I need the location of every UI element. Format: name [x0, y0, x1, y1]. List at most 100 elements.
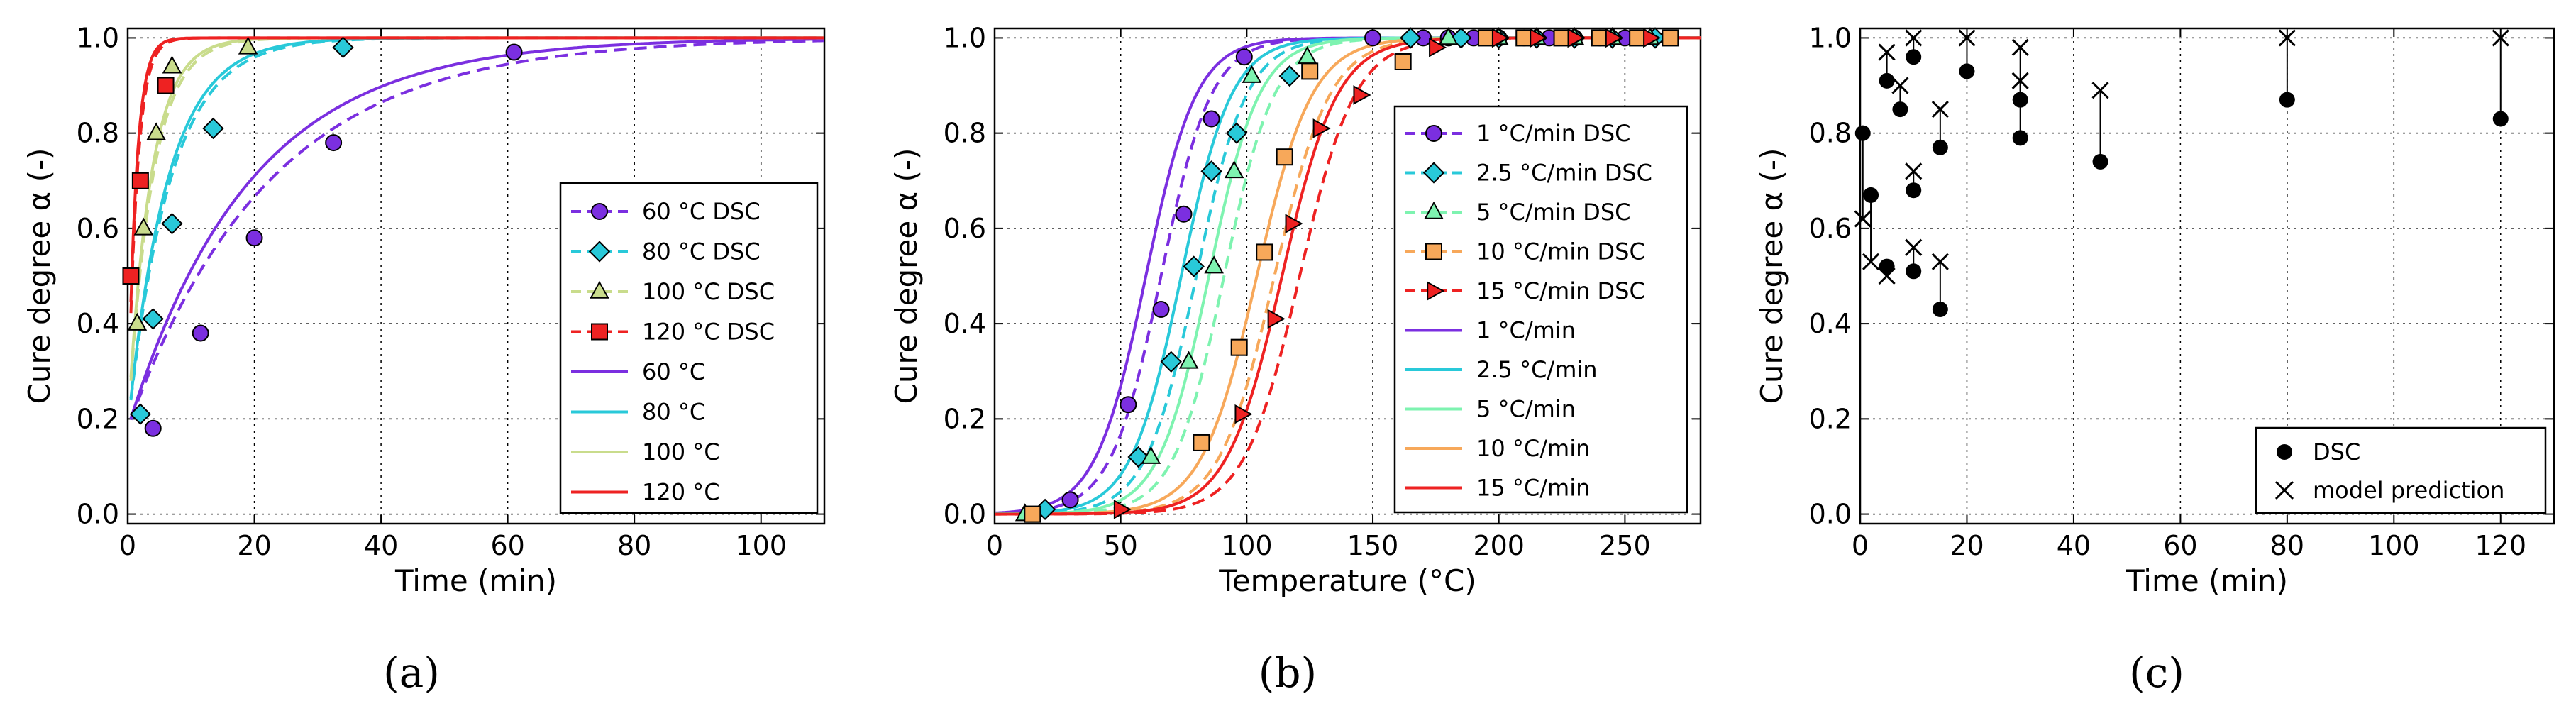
data-point: [1204, 255, 1224, 274]
data-point: [1530, 28, 1548, 48]
y-tick-label: 0.4: [77, 308, 119, 339]
data-point: [1605, 28, 1623, 48]
dsc-point: [2492, 111, 2509, 127]
data-point: [1183, 255, 1205, 277]
data-point: [1160, 351, 1182, 373]
y-tick-label: 0.0: [1809, 499, 1852, 530]
data-point: [1203, 110, 1220, 128]
panel-b: 0 50 100 150 200 250 0.0 0.2 0.4 0.6 0.8 1.0 Tempera…: [889, 22, 1702, 598]
data-point: [1242, 65, 1262, 83]
y-tick-label: 0.8: [77, 118, 119, 149]
data-point: [192, 324, 209, 342]
legend-marker: [1427, 281, 1445, 301]
data-point: [1301, 62, 1319, 80]
legend-label: 120 °C DSC: [642, 319, 775, 346]
prediction-point: [1931, 101, 1949, 118]
y-tick-label: 0.2: [1809, 403, 1852, 434]
legend: DSC model prediction: [2255, 426, 2547, 514]
data-point: [1024, 505, 1041, 523]
dsc-point: [1959, 63, 1975, 79]
x-tick-label: 0: [1852, 530, 1869, 561]
grid: [1859, 28, 2554, 524]
x-tick-label: 50: [1103, 530, 1137, 561]
dsc-point: [1932, 139, 1948, 155]
legend: 60 °C DSC 80 °C DSC 100 °C DSC 120 °C DSC 60…: [559, 182, 819, 514]
legend-marker: [591, 203, 608, 220]
data-point: [162, 55, 182, 74]
data-point: [1312, 118, 1331, 138]
legend-box: [559, 182, 819, 514]
prediction-point: [1862, 253, 1880, 270]
data-point: [1234, 404, 1253, 424]
data-point: [131, 172, 149, 189]
data-point: [1591, 29, 1608, 47]
dsc-point: [1879, 72, 1895, 89]
data-point: [144, 419, 162, 437]
legend-label: 15 °C/min DSC: [1476, 277, 1645, 304]
legend-label: 15 °C/min: [1476, 475, 1590, 502]
prediction-point: [1891, 77, 1909, 94]
legend-marker: [588, 241, 611, 263]
y-tick-label: 1.0: [77, 22, 119, 53]
data-point: [1285, 214, 1303, 233]
data-point: [1438, 27, 1459, 45]
dsc-point: [2092, 153, 2108, 170]
data-point: [1256, 243, 1273, 261]
legend-label: 10 °C/min: [1476, 435, 1590, 462]
legend-marker: [1422, 162, 1445, 184]
data-point: [1643, 28, 1662, 48]
legend-marker: [2277, 444, 2292, 460]
legend-label: 100 °C: [642, 439, 720, 465]
data-point: [202, 117, 224, 140]
x-tick-label: 0: [986, 530, 1003, 561]
x-tick-label: 40: [364, 530, 398, 561]
legend-marker: [591, 323, 608, 341]
dsc-line: [995, 36, 1701, 515]
x-tick-label: 100: [1221, 530, 1273, 561]
y-axis-label: Cure degree α (-): [22, 148, 57, 404]
legend-box: [2255, 426, 2547, 514]
data-point: [1141, 446, 1161, 464]
data-point: [1515, 29, 1533, 47]
data-point: [238, 36, 258, 55]
y-tick-label: 0.8: [1809, 118, 1852, 149]
legend-label: 60 °C: [642, 358, 705, 385]
x-tick-label: 80: [617, 530, 651, 561]
legend-label: 5 °C/min: [1476, 396, 1576, 423]
dsc-point: [2279, 92, 2295, 108]
data-point: [1200, 160, 1222, 182]
data-point: [1353, 85, 1371, 105]
legend-label: 1 °C/min DSC: [1476, 120, 1630, 147]
dsc-point: [1906, 263, 1922, 280]
data-point: [142, 308, 164, 330]
legend-label: model prediction: [2313, 477, 2504, 504]
data-point: [245, 229, 263, 247]
x-axis-label: Time (min): [394, 563, 557, 598]
x-tick-label: 200: [1473, 530, 1525, 561]
y-tick-label: 0.4: [944, 308, 986, 339]
data-point: [1567, 28, 1586, 48]
x-axis-label: Time (min): [2126, 563, 2288, 598]
data-point: [1477, 29, 1495, 47]
dsc-point: [1854, 125, 1871, 141]
data-point: [1224, 160, 1244, 179]
data-point: [1152, 300, 1170, 318]
legend-label: DSC: [2313, 439, 2360, 465]
legend-marker: [1425, 125, 1442, 142]
x-axis-label: Temperature (°C): [1218, 563, 1476, 598]
y-axis-label: Cure degree α (-): [1754, 148, 1789, 404]
data-point: [505, 43, 523, 61]
data-point: [325, 134, 343, 152]
data-point: [1629, 29, 1647, 47]
prediction-point: [2091, 82, 2109, 99]
y-tick-label: 0.6: [77, 213, 119, 244]
data-point: [1175, 205, 1193, 223]
legend-marker: [2274, 480, 2294, 500]
legend-label: 100 °C DSC: [642, 278, 775, 305]
data-point: [1394, 53, 1412, 70]
y-tick-label: 1.0: [1809, 22, 1852, 53]
data-point: [1113, 500, 1132, 519]
legend-marker: [1425, 243, 1442, 260]
y-tick-label: 0.6: [1809, 213, 1852, 244]
prediction-point: [1905, 162, 1923, 180]
